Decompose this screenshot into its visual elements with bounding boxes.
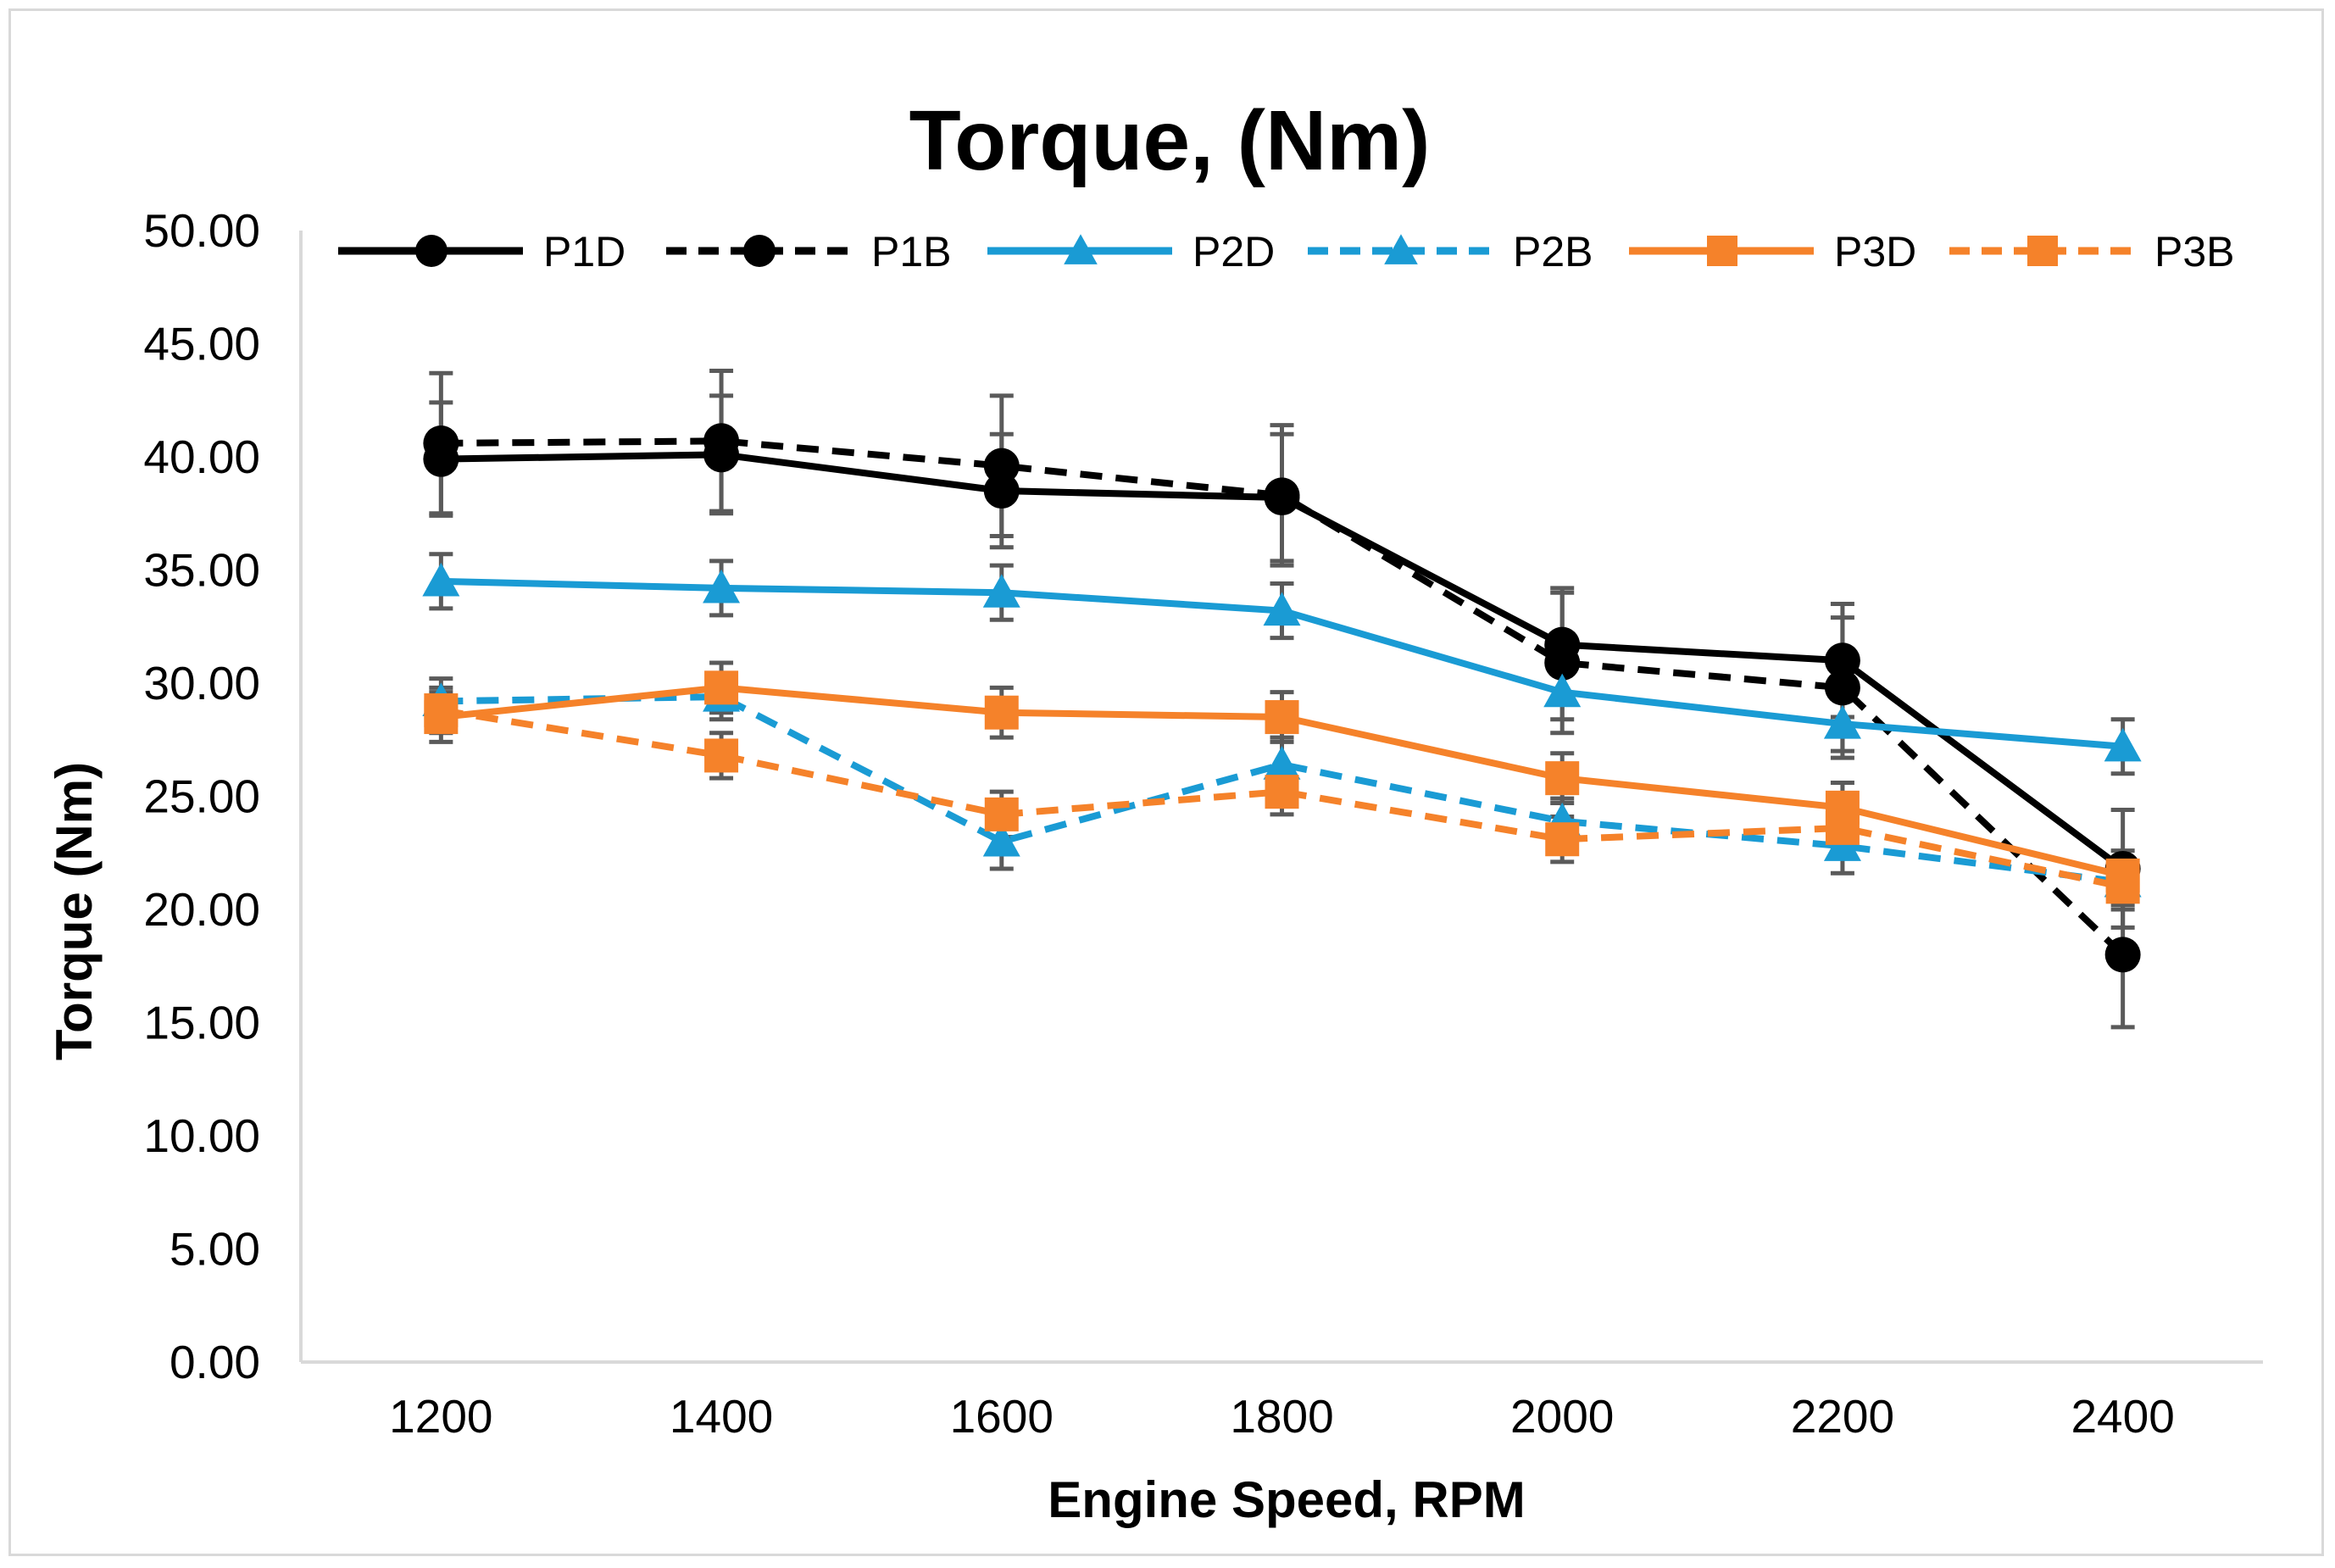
- y-tick-label: 20.00: [143, 883, 260, 936]
- legend-marker: [1064, 234, 1098, 264]
- legend-label: P3D: [1834, 228, 1916, 275]
- legend-marker: [2027, 236, 2058, 266]
- legend-label: P2D: [1193, 228, 1275, 275]
- legend-label: P2B: [1513, 228, 1593, 275]
- series-p2d: [422, 562, 2142, 762]
- data-point-p1b: [1264, 477, 1300, 514]
- legend-marker: [743, 235, 776, 267]
- legend: P1D P1B P2D P2B P3D P3B: [338, 228, 2235, 275]
- x-tick-label: 2200: [1791, 1390, 1894, 1443]
- legend-item-p3b: P3B: [1949, 228, 2235, 275]
- y-tick-label: 45.00: [143, 318, 260, 370]
- x-tick-label: 2400: [2071, 1390, 2174, 1443]
- data-point-p3b: [1265, 775, 1299, 809]
- legend-marker: [1384, 234, 1418, 264]
- data-point-p3b: [1545, 822, 1580, 857]
- data-point-p2b: [982, 822, 1020, 857]
- data-point-p3d: [1265, 700, 1299, 735]
- data-point-p1b: [983, 448, 1020, 484]
- x-tick-label: 2000: [1510, 1390, 1614, 1443]
- data-point-p2d: [1543, 673, 1582, 708]
- y-tick-label: 30.00: [143, 657, 260, 709]
- data-point-p2d: [1823, 705, 1861, 739]
- legend-marker: [1707, 236, 1737, 266]
- data-point-p3d: [984, 695, 1019, 730]
- data-point-p2d: [2104, 727, 2142, 762]
- axes: 0.00 5.00 10.00 15.00 20.00 25.00 30.00 35.00 40…: [143, 204, 2263, 1443]
- x-axis-label: Engine Speed, RPM: [1048, 1471, 1525, 1528]
- legend-label: P1D: [543, 228, 625, 275]
- data-point-p2d: [422, 562, 460, 597]
- data-point-p1b: [2104, 937, 2141, 973]
- legend-item-p1d: P1D: [338, 228, 625, 275]
- data-point-p3b: [984, 797, 1019, 831]
- legend-label: P3B: [2154, 228, 2235, 275]
- y-tick-label: 50.00: [143, 204, 260, 257]
- y-tick-label: 10.00: [143, 1109, 260, 1162]
- series-p3d: [424, 670, 2140, 892]
- y-tick-label: 15.00: [143, 997, 260, 1049]
- y-tick-label: 5.00: [170, 1223, 260, 1276]
- data-point-p1d: [983, 473, 1020, 509]
- x-tick-label: 1600: [950, 1390, 1054, 1443]
- data-point-p2d: [1263, 592, 1301, 626]
- data-point-p1b: [1544, 644, 1581, 681]
- data-point-p3b: [704, 738, 739, 773]
- legend-item-p2b: P2B: [1308, 228, 1593, 275]
- x-tick-label: 1800: [1230, 1390, 1333, 1443]
- data-point-p3b: [2105, 870, 2140, 904]
- series-p1b: [423, 423, 2141, 973]
- data-point-p3d: [704, 670, 739, 705]
- legend-item-p2d: P2D: [987, 228, 1275, 275]
- data-point-p3b: [1825, 810, 1860, 845]
- data-point-p2d: [703, 569, 741, 603]
- y-axis-label: Torque (Nm): [46, 762, 103, 1060]
- data-point-p1b: [423, 425, 459, 461]
- data-point-p2d: [982, 574, 1020, 608]
- series-p3b: [424, 693, 2140, 904]
- data-point-p3b: [424, 693, 459, 728]
- data-point-p1b: [1824, 670, 1860, 706]
- data-point-p3d: [1545, 761, 1580, 796]
- x-tick-label: 1400: [670, 1390, 773, 1443]
- plot-area: [422, 369, 2142, 1030]
- data-point-p2b: [1263, 746, 1301, 780]
- data-point-p1b: [703, 423, 740, 459]
- data-point-p1d: [1824, 642, 1860, 679]
- legend-item-p1b: P1B: [666, 228, 952, 275]
- chart-title: Torque, (Nm): [909, 93, 1431, 188]
- x-tick-label: 1200: [389, 1390, 492, 1443]
- y-tick-label: 0.00: [170, 1336, 260, 1388]
- legend-label: P1B: [871, 228, 952, 275]
- legend-marker: [415, 235, 448, 267]
- legend-item-p3d: P3D: [1629, 228, 1916, 275]
- y-tick-label: 40.00: [143, 431, 260, 483]
- y-tick-label: 25.00: [143, 770, 260, 823]
- y-tick-label: 35.00: [143, 544, 260, 597]
